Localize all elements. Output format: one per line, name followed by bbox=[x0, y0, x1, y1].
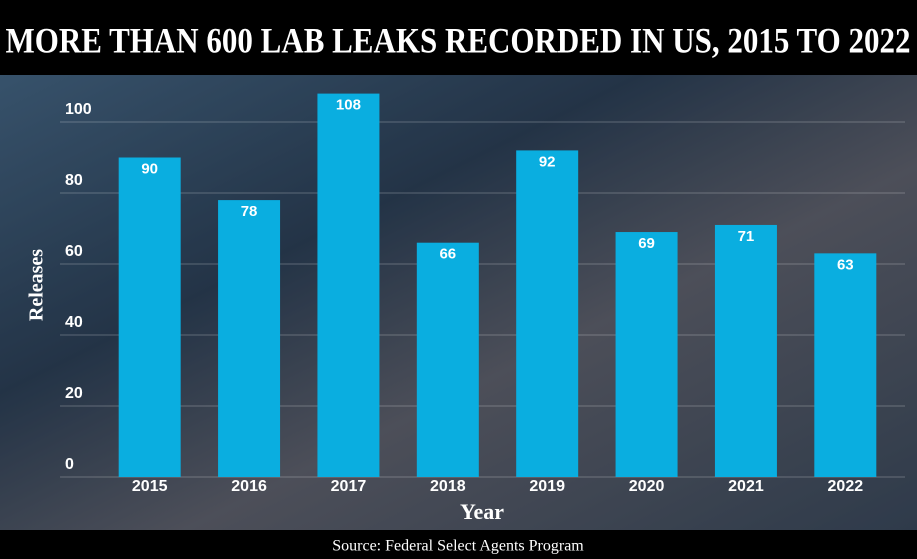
chart-title: MORE THAN 600 LAB LEAKS RECORDED IN US, … bbox=[6, 20, 911, 60]
data-label: 71 bbox=[738, 228, 755, 245]
data-label: 69 bbox=[638, 235, 655, 252]
y-tick-label: 100 bbox=[65, 101, 92, 118]
x-tick-label: 2019 bbox=[529, 478, 565, 495]
y-tick-label: 60 bbox=[65, 243, 83, 260]
x-tick-label: 2018 bbox=[430, 478, 466, 495]
y-tick-label: 80 bbox=[65, 172, 83, 189]
x-tick-label: 2022 bbox=[828, 478, 864, 495]
bar bbox=[615, 232, 678, 477]
data-label: 92 bbox=[539, 153, 556, 170]
x-axis-label: Year bbox=[460, 499, 504, 524]
bar bbox=[714, 224, 777, 477]
x-tick-label: 2016 bbox=[231, 478, 267, 495]
bar bbox=[814, 253, 877, 477]
bar bbox=[118, 157, 181, 477]
x-tick-label: 2017 bbox=[331, 478, 367, 495]
x-tick-label: 2021 bbox=[728, 478, 764, 495]
bar bbox=[416, 242, 479, 477]
y-tick-label: 40 bbox=[65, 314, 83, 331]
y-axis-label: Releases bbox=[26, 249, 48, 321]
x-tick-label: 2015 bbox=[132, 478, 168, 495]
data-label: 66 bbox=[439, 246, 456, 263]
bar bbox=[218, 200, 281, 477]
data-label: 108 bbox=[336, 97, 361, 114]
bar bbox=[516, 150, 579, 477]
source: Source: Federal Select Agents Program bbox=[332, 538, 584, 555]
data-label: 90 bbox=[141, 160, 158, 177]
data-label: 78 bbox=[241, 203, 258, 220]
bar bbox=[317, 93, 380, 477]
y-tick-label: 0 bbox=[65, 456, 74, 473]
y-tick-label: 20 bbox=[65, 385, 83, 402]
x-tick-label: 2020 bbox=[629, 478, 665, 495]
data-label: 63 bbox=[837, 256, 854, 273]
